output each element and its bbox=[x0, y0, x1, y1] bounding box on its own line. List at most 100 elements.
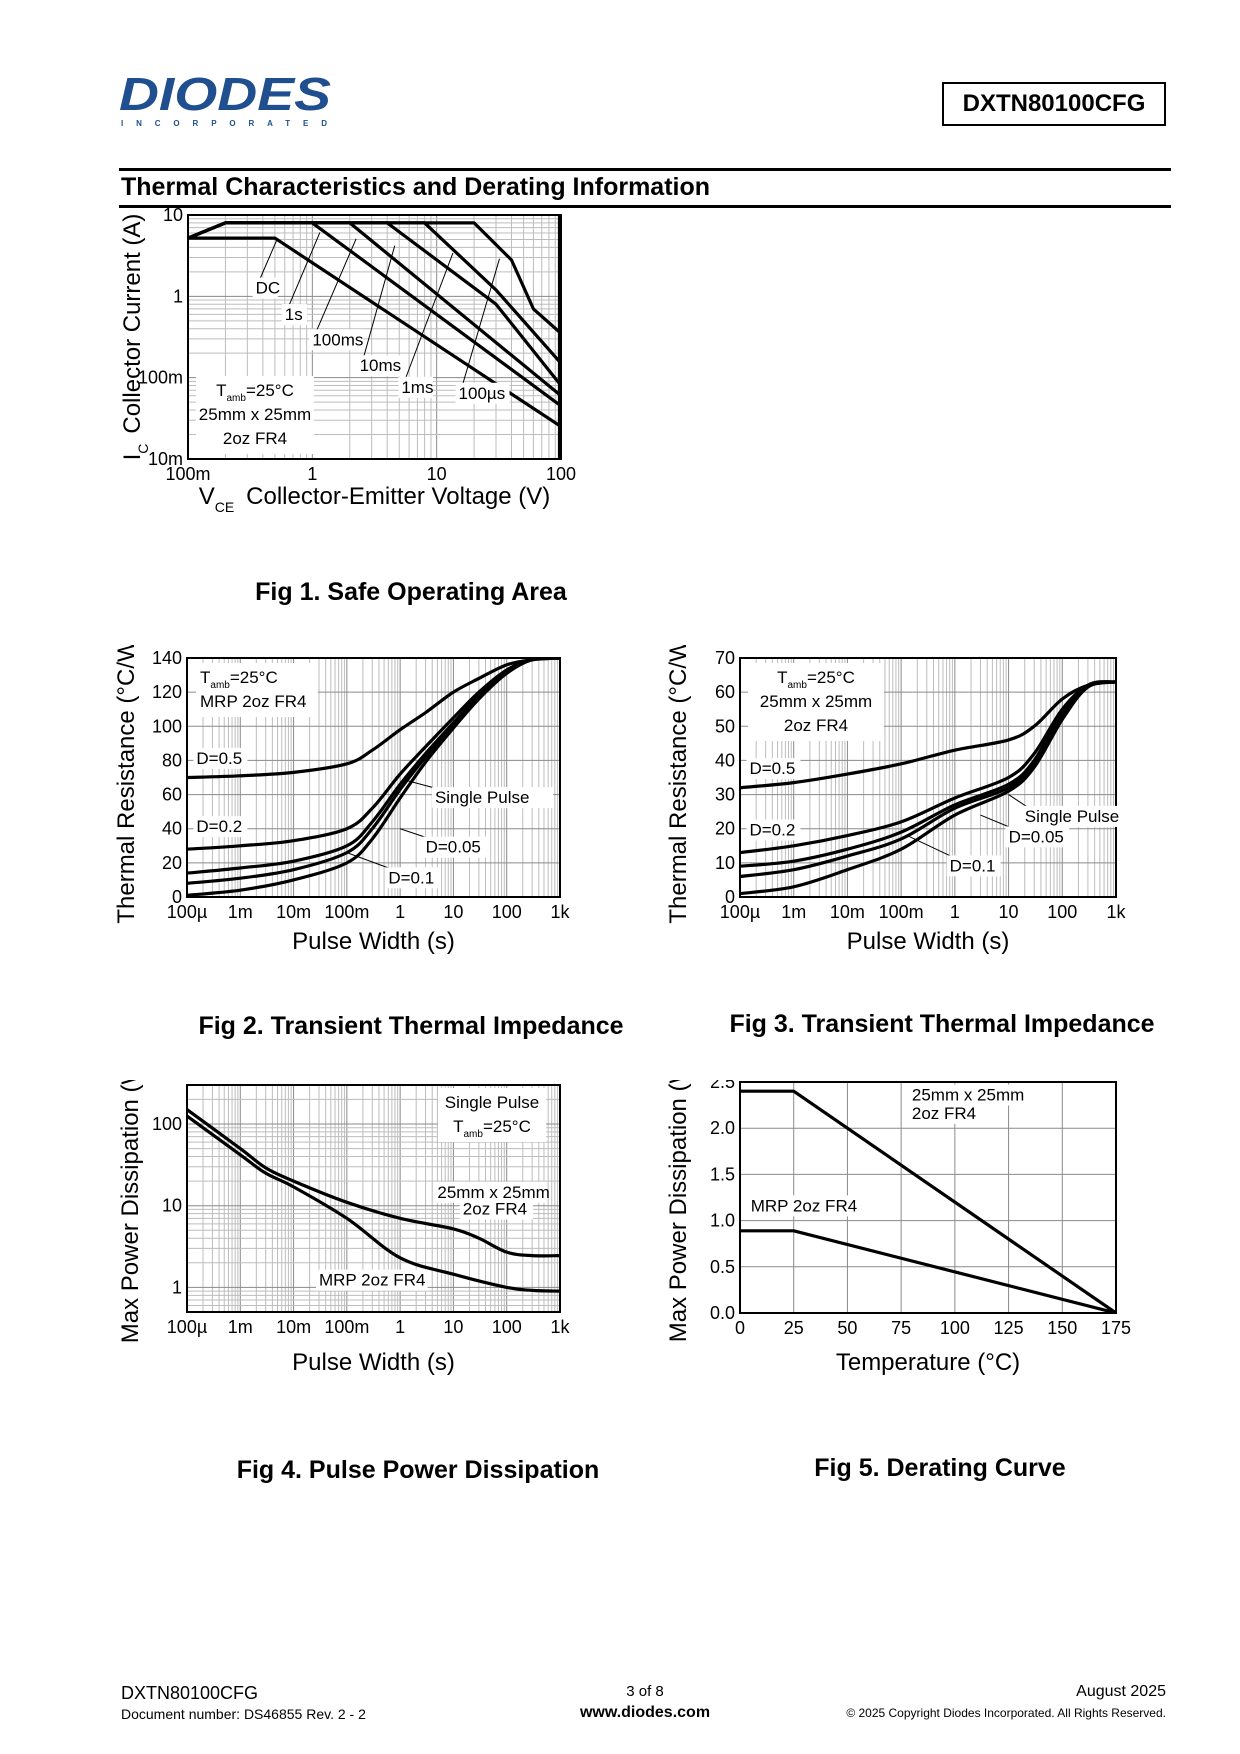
y-tick-label: 60 bbox=[715, 682, 735, 702]
label-background bbox=[309, 329, 364, 351]
y-tick-label: 0 bbox=[172, 887, 182, 907]
x-tick-label: 50 bbox=[837, 1318, 857, 1338]
curve-label-single-pulse: Single Pulse bbox=[1025, 807, 1120, 826]
section-title: Thermal Characteristics and Derating Inf… bbox=[121, 173, 711, 201]
annotation-line: 25mm x 25mm bbox=[199, 405, 311, 424]
chart-pulse-power-dissipation: 100µ 1m 10m 100m 1 10 100 1k 1 10 100 Pulse Width (… bbox=[117, 1080, 571, 1376]
x-tick-label: 100 bbox=[940, 1318, 970, 1338]
x-tick-label: 100m bbox=[165, 464, 210, 484]
chart-transient-thermal-impedance-mrp: 100µ 1m 10m 100m 1 10 100 1k 0 20 40 60 80 100 120 140 P… bbox=[113, 645, 571, 955]
part-number: DXTN80100CFG bbox=[962, 90, 1146, 117]
x-tick-label: 10m bbox=[276, 1317, 311, 1337]
plot-frame bbox=[739, 1081, 1117, 1314]
fig4-caption: Fig 4. Pulse Power Dissipation bbox=[236, 1456, 600, 1484]
label-background bbox=[455, 382, 510, 404]
label-background bbox=[1005, 826, 1070, 848]
footer-page-number: 3 of 8 bbox=[626, 1683, 664, 1700]
y-tick-label: 120 bbox=[152, 682, 182, 702]
y-tick-label: 40 bbox=[715, 750, 735, 770]
x-tick-label: 0 bbox=[735, 1318, 745, 1338]
footer-copyright: © 2025 Copyright Diodes Incorporated. Al… bbox=[846, 1706, 1166, 1720]
series-line-single-pulse bbox=[187, 658, 560, 897]
y-tick-label: 0.0 bbox=[710, 1303, 735, 1323]
x-tick-label: 1 bbox=[307, 464, 317, 484]
x-tick-label: 100 bbox=[1047, 902, 1077, 922]
x-tick-label: 150 bbox=[1047, 1318, 1077, 1338]
label-pointer bbox=[346, 852, 393, 870]
chart-derating-curve: 0 25 50 75 100 125 150 175 0.0 0.5 1.0 1.5 2.0 2.5 Tem… bbox=[665, 1080, 1131, 1376]
label-background bbox=[398, 376, 434, 398]
x-axis-label: Pulse Width (s) bbox=[847, 928, 1010, 955]
label-background bbox=[908, 1102, 983, 1124]
y-tick-label: 10 bbox=[162, 1196, 182, 1216]
label-pointer bbox=[288, 232, 321, 307]
x-tick-label: 25 bbox=[784, 1318, 804, 1338]
y-tick-label: 100 bbox=[152, 716, 182, 736]
curve-label-10ms: 10ms bbox=[360, 356, 402, 375]
x-tick-label: 100µ bbox=[720, 902, 760, 922]
label-pointer bbox=[980, 814, 1013, 829]
label-pointer bbox=[907, 835, 954, 858]
label-background bbox=[747, 1195, 860, 1217]
plot-frame bbox=[186, 657, 561, 898]
annotation-background bbox=[196, 376, 314, 454]
fig1-caption: Fig 1. Safe Operating Area bbox=[255, 578, 567, 606]
label-background bbox=[431, 787, 554, 809]
series-line-d-0-05 bbox=[740, 680, 1116, 879]
plot-frame bbox=[187, 214, 562, 460]
x-tick-label: 10m bbox=[830, 902, 865, 922]
y-tick-label: 1 bbox=[173, 286, 183, 306]
y-tick-label: 40 bbox=[162, 819, 182, 839]
label-pointer bbox=[1008, 794, 1030, 809]
section-rule-bottom bbox=[119, 205, 1171, 208]
annotation-line: Tamb=25°C bbox=[200, 668, 278, 691]
label-pointer bbox=[404, 252, 454, 380]
curve-label-d-0-5: D=0.5 bbox=[196, 749, 242, 768]
annotation-line: 2oz FR4 bbox=[223, 429, 287, 448]
x-tick-label: 100µ bbox=[167, 1317, 207, 1337]
y-axis-label: Max Power Dissipation (W) bbox=[665, 1080, 692, 1342]
section-rule-top bbox=[119, 168, 1171, 171]
x-tick-label: 175 bbox=[1101, 1318, 1131, 1338]
x-tick-label: 100µ bbox=[167, 902, 207, 922]
y-tick-label: 20 bbox=[715, 819, 735, 839]
label-background bbox=[193, 747, 248, 769]
y-tick-label: 0.5 bbox=[710, 1257, 735, 1277]
series-line-d-0-5 bbox=[740, 680, 1116, 790]
y-tick-label: 1 bbox=[172, 1277, 182, 1297]
series-line-100-s bbox=[188, 221, 561, 335]
curve-label-1s: 1s bbox=[285, 305, 303, 324]
y-axis-label: Max Power Dissipation (W) bbox=[117, 1080, 144, 1343]
y-tick-label: 80 bbox=[162, 750, 182, 770]
curve-label-d-0-5: D=0.5 bbox=[749, 759, 795, 778]
y-tick-label: 2.0 bbox=[710, 1118, 735, 1138]
diodes-logo: DIODES INCORPORATED bbox=[119, 72, 331, 128]
y-axis-label: Thermal Resistance (°C/W) bbox=[665, 645, 692, 924]
series-line-single-pulse bbox=[740, 680, 1116, 896]
y-tick-label: 30 bbox=[715, 785, 735, 805]
annotation-background bbox=[748, 663, 884, 741]
annotation-line: 2oz FR4 bbox=[784, 716, 848, 735]
fig5-caption: Fig 5. Derating Curve bbox=[814, 1454, 1066, 1482]
footer-website-link[interactable]: www.diodes.com bbox=[579, 1704, 711, 1721]
curve-label-mrp-2oz-fr4: MRP 2oz FR4 bbox=[319, 1271, 425, 1290]
chart-transient-thermal-impedance-25mm: 100µ 1m 10m 100m 1 10 100 1k 0 10 20 30 40 50 60 70 Puls… bbox=[665, 645, 1143, 955]
label-background bbox=[356, 355, 402, 377]
curve-label-d-0-05: D=0.05 bbox=[426, 838, 481, 857]
y-tick-label: 10m bbox=[148, 449, 183, 469]
x-axis-label: Pulse Width (s) bbox=[292, 928, 455, 955]
y-tick-label: 10 bbox=[715, 853, 735, 873]
x-tick-label: 1 bbox=[950, 902, 960, 922]
curve-label-25mm-x-25mm: 25mm x 25mm bbox=[912, 1085, 1024, 1104]
label-background bbox=[908, 1084, 1021, 1106]
annotation-line: Tamb=25°C bbox=[777, 668, 855, 691]
footer-part-number: DXTN80100CFG bbox=[121, 1683, 259, 1703]
y-tick-label: 140 bbox=[152, 648, 182, 668]
label-pointer bbox=[462, 258, 500, 385]
curve-label-2oz-fr4: 2oz FR4 bbox=[463, 1200, 527, 1219]
x-tick-label: 1 bbox=[395, 1317, 405, 1337]
x-tick-label: 100m bbox=[879, 902, 924, 922]
